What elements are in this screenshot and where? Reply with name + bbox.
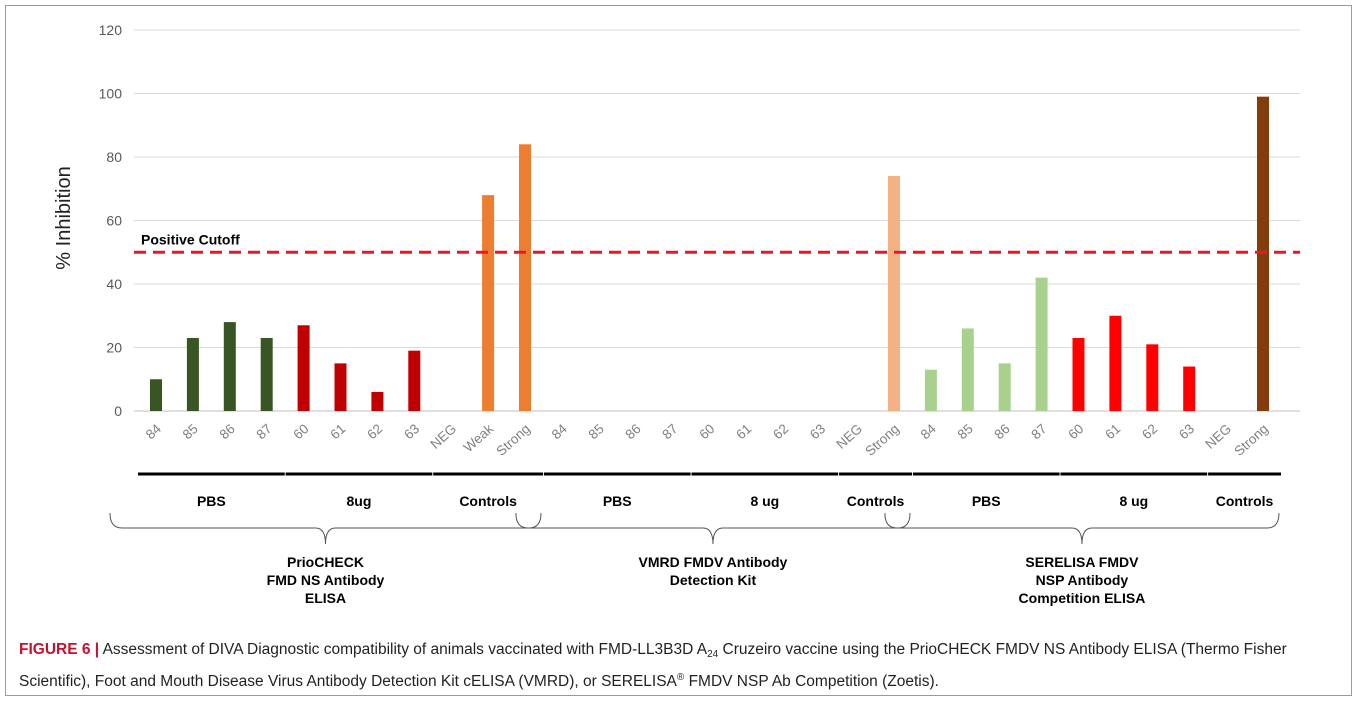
figure-caption: FIGURE 6 | Assessment of DIVA Diagnostic… (19, 638, 1339, 693)
x-tick-label: 62 (770, 421, 791, 442)
figure-frame (5, 5, 1352, 696)
bar (371, 391, 384, 411)
x-tick-label: Strong (1231, 421, 1271, 459)
group-label: PBS (197, 493, 226, 509)
x-tick-label: 60 (1065, 421, 1086, 442)
x-tick-label: 87 (1028, 421, 1049, 442)
caption-text-pre: Assessment of DIVA Diagnostic compatibil… (102, 641, 708, 658)
group-labels: PBS 8ug Controls PBS 8 ug Controls PBS 8 ug Cont… (138, 472, 1281, 509)
group-label: Controls (847, 493, 905, 509)
group-label: PBS (603, 493, 632, 509)
x-tick-label: 84 (918, 421, 940, 443)
bar (888, 176, 900, 411)
caption-separator: | (94, 641, 100, 658)
kit-label: SERELISA FMDV (1025, 554, 1139, 570)
bar (334, 363, 347, 411)
y-tick-label: 20 (106, 340, 122, 356)
bar (1035, 277, 1048, 411)
x-tick-label: 85 (955, 421, 976, 442)
y-tick-label: 120 (99, 22, 123, 38)
bar (297, 325, 310, 411)
kit-labels: PrioCHECK FMD NS Antibody ELISA VMRD FMDV A… (109, 512, 1280, 606)
x-tick-label: 86 (623, 421, 644, 442)
caption-text-post: FMDV NSP Ab Competition (Zoetis). (684, 673, 939, 690)
group-label: PBS (972, 493, 1001, 509)
bar (519, 144, 531, 412)
y-tick-label: 80 (106, 149, 122, 165)
bar (223, 322, 236, 411)
kit-brace (515, 512, 911, 545)
kit-label: FMD NS Antibody (267, 572, 385, 588)
bar (1257, 96, 1269, 412)
y-axis-label: % Inhibition (53, 166, 75, 269)
caption-superscript: ® (676, 672, 685, 683)
x-tick-label: 60 (696, 421, 717, 442)
bars (150, 96, 1269, 412)
y-tick-label: 60 (106, 213, 122, 229)
x-tick-label: 85 (180, 421, 201, 442)
group-label: 8 ug (750, 493, 779, 509)
kit-label: VMRD FMDV Antibody (639, 554, 788, 570)
x-tick-label: 62 (1139, 421, 1160, 442)
group-label: 8 ug (1119, 493, 1148, 509)
bar (924, 369, 937, 411)
x-tick-label: NEG (1202, 421, 1234, 452)
bar (408, 350, 421, 411)
bar (1183, 366, 1196, 411)
x-tick-label: 63 (1176, 421, 1197, 442)
bar (150, 379, 162, 411)
x-tick-label: 86 (217, 421, 238, 442)
x-tick-label: 60 (290, 421, 311, 442)
kit-label: Detection Kit (670, 572, 757, 588)
y-tick-label: 100 (99, 86, 123, 102)
x-tick-label: NEG (833, 421, 865, 452)
x-tick-label: Weak (461, 421, 497, 455)
x-tick-label: 87 (254, 421, 275, 442)
kit-brace (109, 512, 542, 545)
x-tick-label: 61 (327, 421, 348, 442)
kit-label: NSP Antibody (1036, 572, 1129, 588)
x-tick-label: 62 (364, 421, 385, 442)
group-label: Controls (1216, 493, 1274, 509)
bar (961, 328, 974, 411)
kit-brace (884, 512, 1280, 545)
x-tick-label: Strong (862, 421, 902, 459)
x-tick-label: 86 (992, 421, 1013, 442)
bar (998, 363, 1011, 411)
y-axis-ticks: 0 20 40 60 80 100 120 (99, 22, 123, 419)
bar (482, 195, 495, 411)
x-tick-label: NEG (427, 421, 459, 452)
group-label: Controls (459, 493, 517, 509)
x-tick-label: 61 (733, 421, 754, 442)
x-tick-label: 85 (586, 421, 607, 442)
x-tick-label: 87 (659, 421, 680, 442)
x-tick-label: 61 (1102, 421, 1123, 442)
bar (260, 337, 273, 411)
bar (186, 337, 199, 411)
group-label: 8ug (347, 493, 372, 509)
y-tick-label: 0 (114, 403, 122, 419)
x-tick-label: 63 (401, 421, 422, 442)
gridlines (134, 29, 1300, 412)
x-tick-label: 84 (143, 421, 165, 443)
bar (1072, 337, 1085, 411)
x-tick-label: 84 (549, 421, 571, 443)
positive-cutoff-label: Positive Cutoff (141, 231, 240, 247)
kit-label: PrioCHECK (287, 554, 364, 570)
x-tick-label: Strong (493, 421, 533, 459)
caption-figure-label: FIGURE 6 (19, 641, 91, 658)
bar (1146, 344, 1159, 411)
caption-subscript: 24 (707, 649, 719, 660)
kit-label: Competition ELISA (1019, 590, 1146, 606)
bar (1109, 315, 1122, 411)
kit-label: ELISA (305, 590, 346, 606)
x-tick-label: 63 (807, 421, 828, 442)
caption-text-mid: Cruzeiro vaccine using the PrioCHECK FMD… (19, 641, 1287, 690)
y-tick-label: 40 (106, 276, 122, 292)
